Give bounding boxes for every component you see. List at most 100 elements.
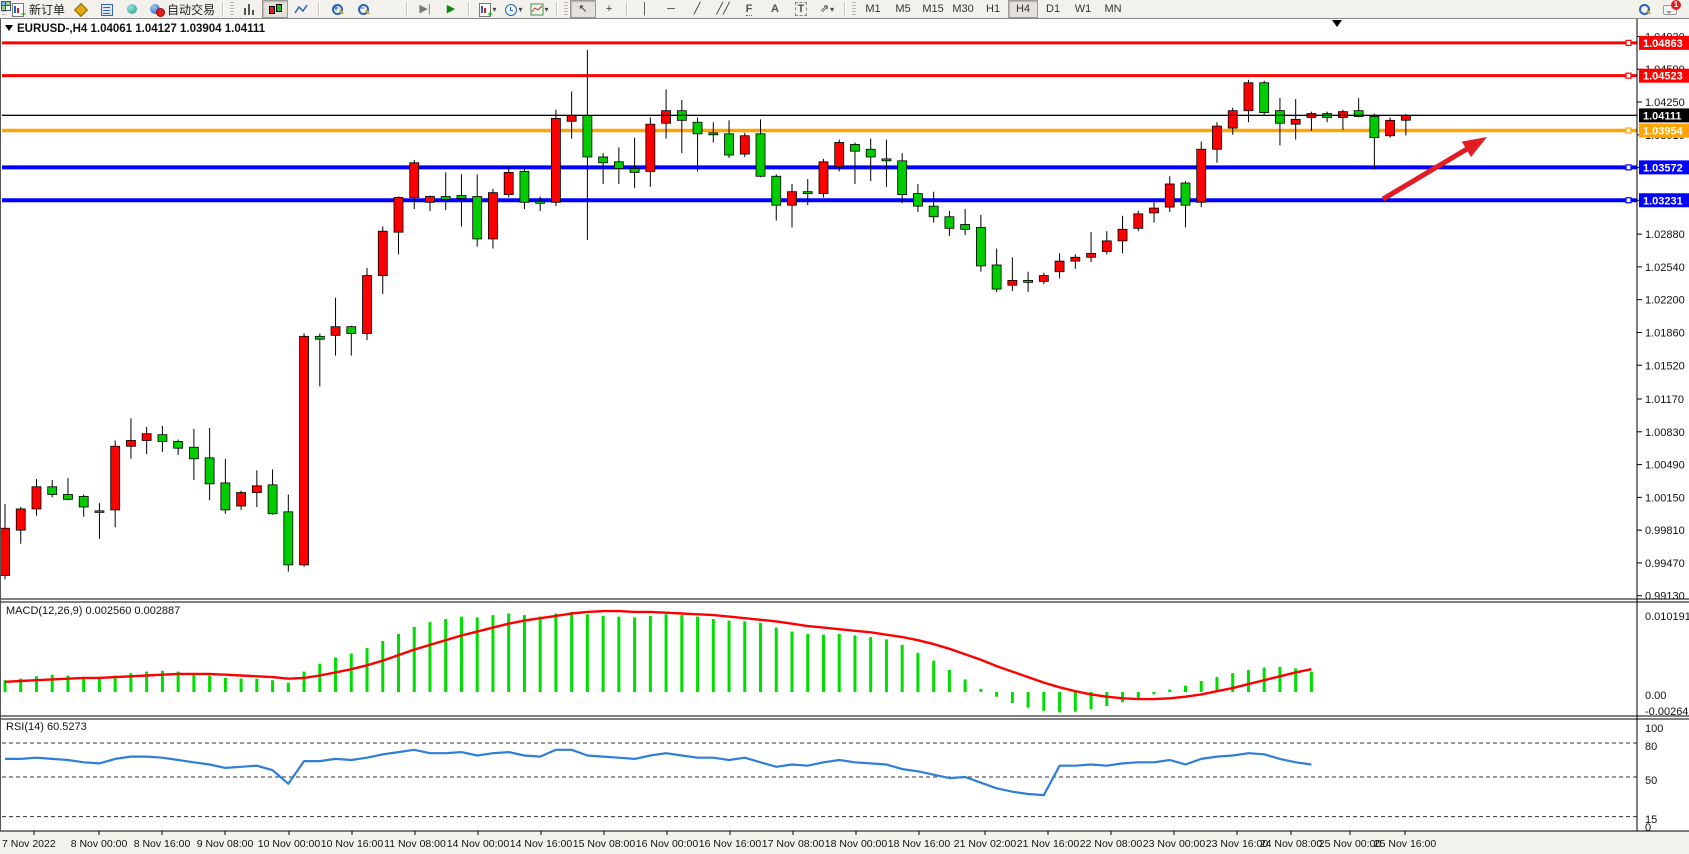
time-axis-label: 10 Nov 16:00 <box>321 838 384 850</box>
timeframe-W1[interactable]: W1 <box>1074 3 1092 15</box>
templates-button[interactable]: ▾ <box>526 0 552 18</box>
trend-arrow-shaft[interactable] <box>1381 144 1473 202</box>
candle-body <box>975 226 986 267</box>
fibonacci-button[interactable]: F <box>736 0 762 18</box>
market-watch-button[interactable] <box>68 0 94 18</box>
zoom-in-button[interactable]: + <box>324 0 350 18</box>
crosshair-button[interactable]: + <box>596 0 622 18</box>
candle-body <box>409 162 420 198</box>
candle-body <box>78 496 89 508</box>
auto-trading-button[interactable]: 自动交易 <box>146 0 218 18</box>
time-axis-label: 14 Nov 00:00 <box>447 838 510 850</box>
price-chip-1.03572 <box>1639 160 1689 175</box>
new-order-icon: + <box>11 2 26 18</box>
auto-scroll-button[interactable]: ▶ <box>438 0 464 18</box>
channel-button[interactable]: ╱╱ <box>710 0 736 18</box>
trend-arrow-head[interactable] <box>1461 137 1487 157</box>
candle-body <box>362 275 372 334</box>
candle-body <box>645 123 656 172</box>
arrows-button[interactable]: ⇗ ▾ <box>819 2 835 15</box>
cursor-button[interactable]: ↖ <box>570 0 597 18</box>
candle-body <box>629 168 640 173</box>
candle-body <box>299 335 309 566</box>
chart-canvas[interactable]: 1.049301.045901.042501.039101.035701.032… <box>0 19 1689 854</box>
horizontal-line-button[interactable]: ─ <box>658 0 684 18</box>
terminal-button[interactable] <box>120 0 146 18</box>
time-axis-label: 17 Nov 08:00 <box>762 838 825 850</box>
price-tick-label: 1.02200 <box>1645 295 1685 307</box>
time-axis-label: 16 Nov 16:00 <box>699 838 762 850</box>
candle-body <box>613 161 624 169</box>
chart-window[interactable]: 1.049301.045901.042501.039101.035701.032… <box>0 19 1689 854</box>
candle-body <box>1086 252 1096 258</box>
periods-button[interactable]: ▾ <box>500 0 526 18</box>
candle-body <box>1385 119 1396 137</box>
candle-body <box>220 482 231 511</box>
price-chip-label: 1.04863 <box>1643 38 1683 50</box>
level-line-handle[interactable] <box>1625 164 1632 171</box>
level-line-handle[interactable] <box>1625 39 1632 46</box>
navigator-button[interactable] <box>94 0 120 18</box>
level-line-handle[interactable] <box>1625 197 1632 204</box>
candle-body <box>865 148 876 158</box>
timeframe-H4[interactable]: H4 <box>1008 0 1039 18</box>
candle-body <box>771 175 782 206</box>
bar-chart-button[interactable] <box>236 0 262 18</box>
timeframe-D1[interactable]: D1 <box>1046 3 1061 15</box>
vertical-line-icon: │ <box>641 2 649 15</box>
chart-title: EURUSD-,H4 1.04061 1.04127 1.03904 1.041… <box>17 23 266 35</box>
price-chip-label: 1.03572 <box>1643 162 1683 174</box>
candle-body <box>330 326 341 336</box>
chart-shift-button[interactable]: ▶| <box>412 0 438 18</box>
time-axis-label: 7 Nov 2022 <box>2 838 56 850</box>
candle-body <box>31 486 42 510</box>
macd-scale-label: 0.00 <box>1645 690 1666 702</box>
new-order-button[interactable]: + 新订单 <box>8 0 68 18</box>
timeframe-M15[interactable]: M15 <box>922 3 944 15</box>
vertical-line-button[interactable]: │ <box>632 0 658 18</box>
label-button[interactable]: T <box>788 0 814 18</box>
candle-body <box>1275 110 1285 124</box>
auto-trading-icon <box>149 3 166 17</box>
price-tick-label: 1.00490 <box>1645 460 1685 472</box>
price-chip-label: 1.03231 <box>1643 195 1683 207</box>
candle-body <box>1149 207 1159 214</box>
timeframe-MN[interactable]: MN <box>1104 3 1122 15</box>
line-chart-button[interactable] <box>288 0 314 18</box>
notifications-button[interactable]: 1 <box>1657 0 1683 18</box>
candle-body <box>1101 240 1112 252</box>
candlestick-chart-icon <box>268 3 283 16</box>
timeframe-M1[interactable]: M1 <box>865 3 881 15</box>
search-button[interactable] <box>1631 0 1657 18</box>
periods-icon <box>504 3 518 16</box>
time-axis-label: 24 Nov 08:00 <box>1260 838 1323 850</box>
candle-body <box>1070 256 1081 262</box>
chart-menu-icon[interactable] <box>5 25 13 31</box>
timeframe-M5[interactable]: M5 <box>895 3 911 15</box>
candle-body <box>818 161 829 195</box>
zoom-in-icon: + <box>331 3 344 16</box>
scroll-to-end-marker[interactable] <box>1332 20 1342 27</box>
candle-body <box>1180 182 1191 206</box>
candle-body <box>393 197 404 233</box>
level-line-handle[interactable] <box>1625 72 1632 79</box>
candle-body <box>1353 110 1364 117</box>
candle-body <box>850 144 860 152</box>
indicators-button[interactable]: + ▾ <box>474 0 500 18</box>
candlestick-chart-button[interactable] <box>262 0 289 18</box>
timeframe-M30[interactable]: M30 <box>952 3 974 15</box>
candle-body <box>157 434 168 442</box>
trendline-button[interactable]: ╱ <box>684 0 710 18</box>
text-button[interactable]: A <box>762 0 788 18</box>
candle-body <box>1196 148 1207 203</box>
candle-body <box>1117 228 1128 242</box>
timeframe-H1[interactable]: H1 <box>986 3 1001 15</box>
candle-body <box>724 133 734 156</box>
rsi-label: RSI(14) 60.5273 <box>6 721 87 733</box>
candle-body <box>267 484 278 515</box>
zoom-out-button[interactable]: − <box>350 0 376 18</box>
rsi-line <box>5 748 1312 797</box>
level-line-handle[interactable] <box>1625 127 1632 134</box>
price-chip-label: 1.04111 <box>1643 110 1682 122</box>
tile-windows-button[interactable] <box>1 0 402 18</box>
